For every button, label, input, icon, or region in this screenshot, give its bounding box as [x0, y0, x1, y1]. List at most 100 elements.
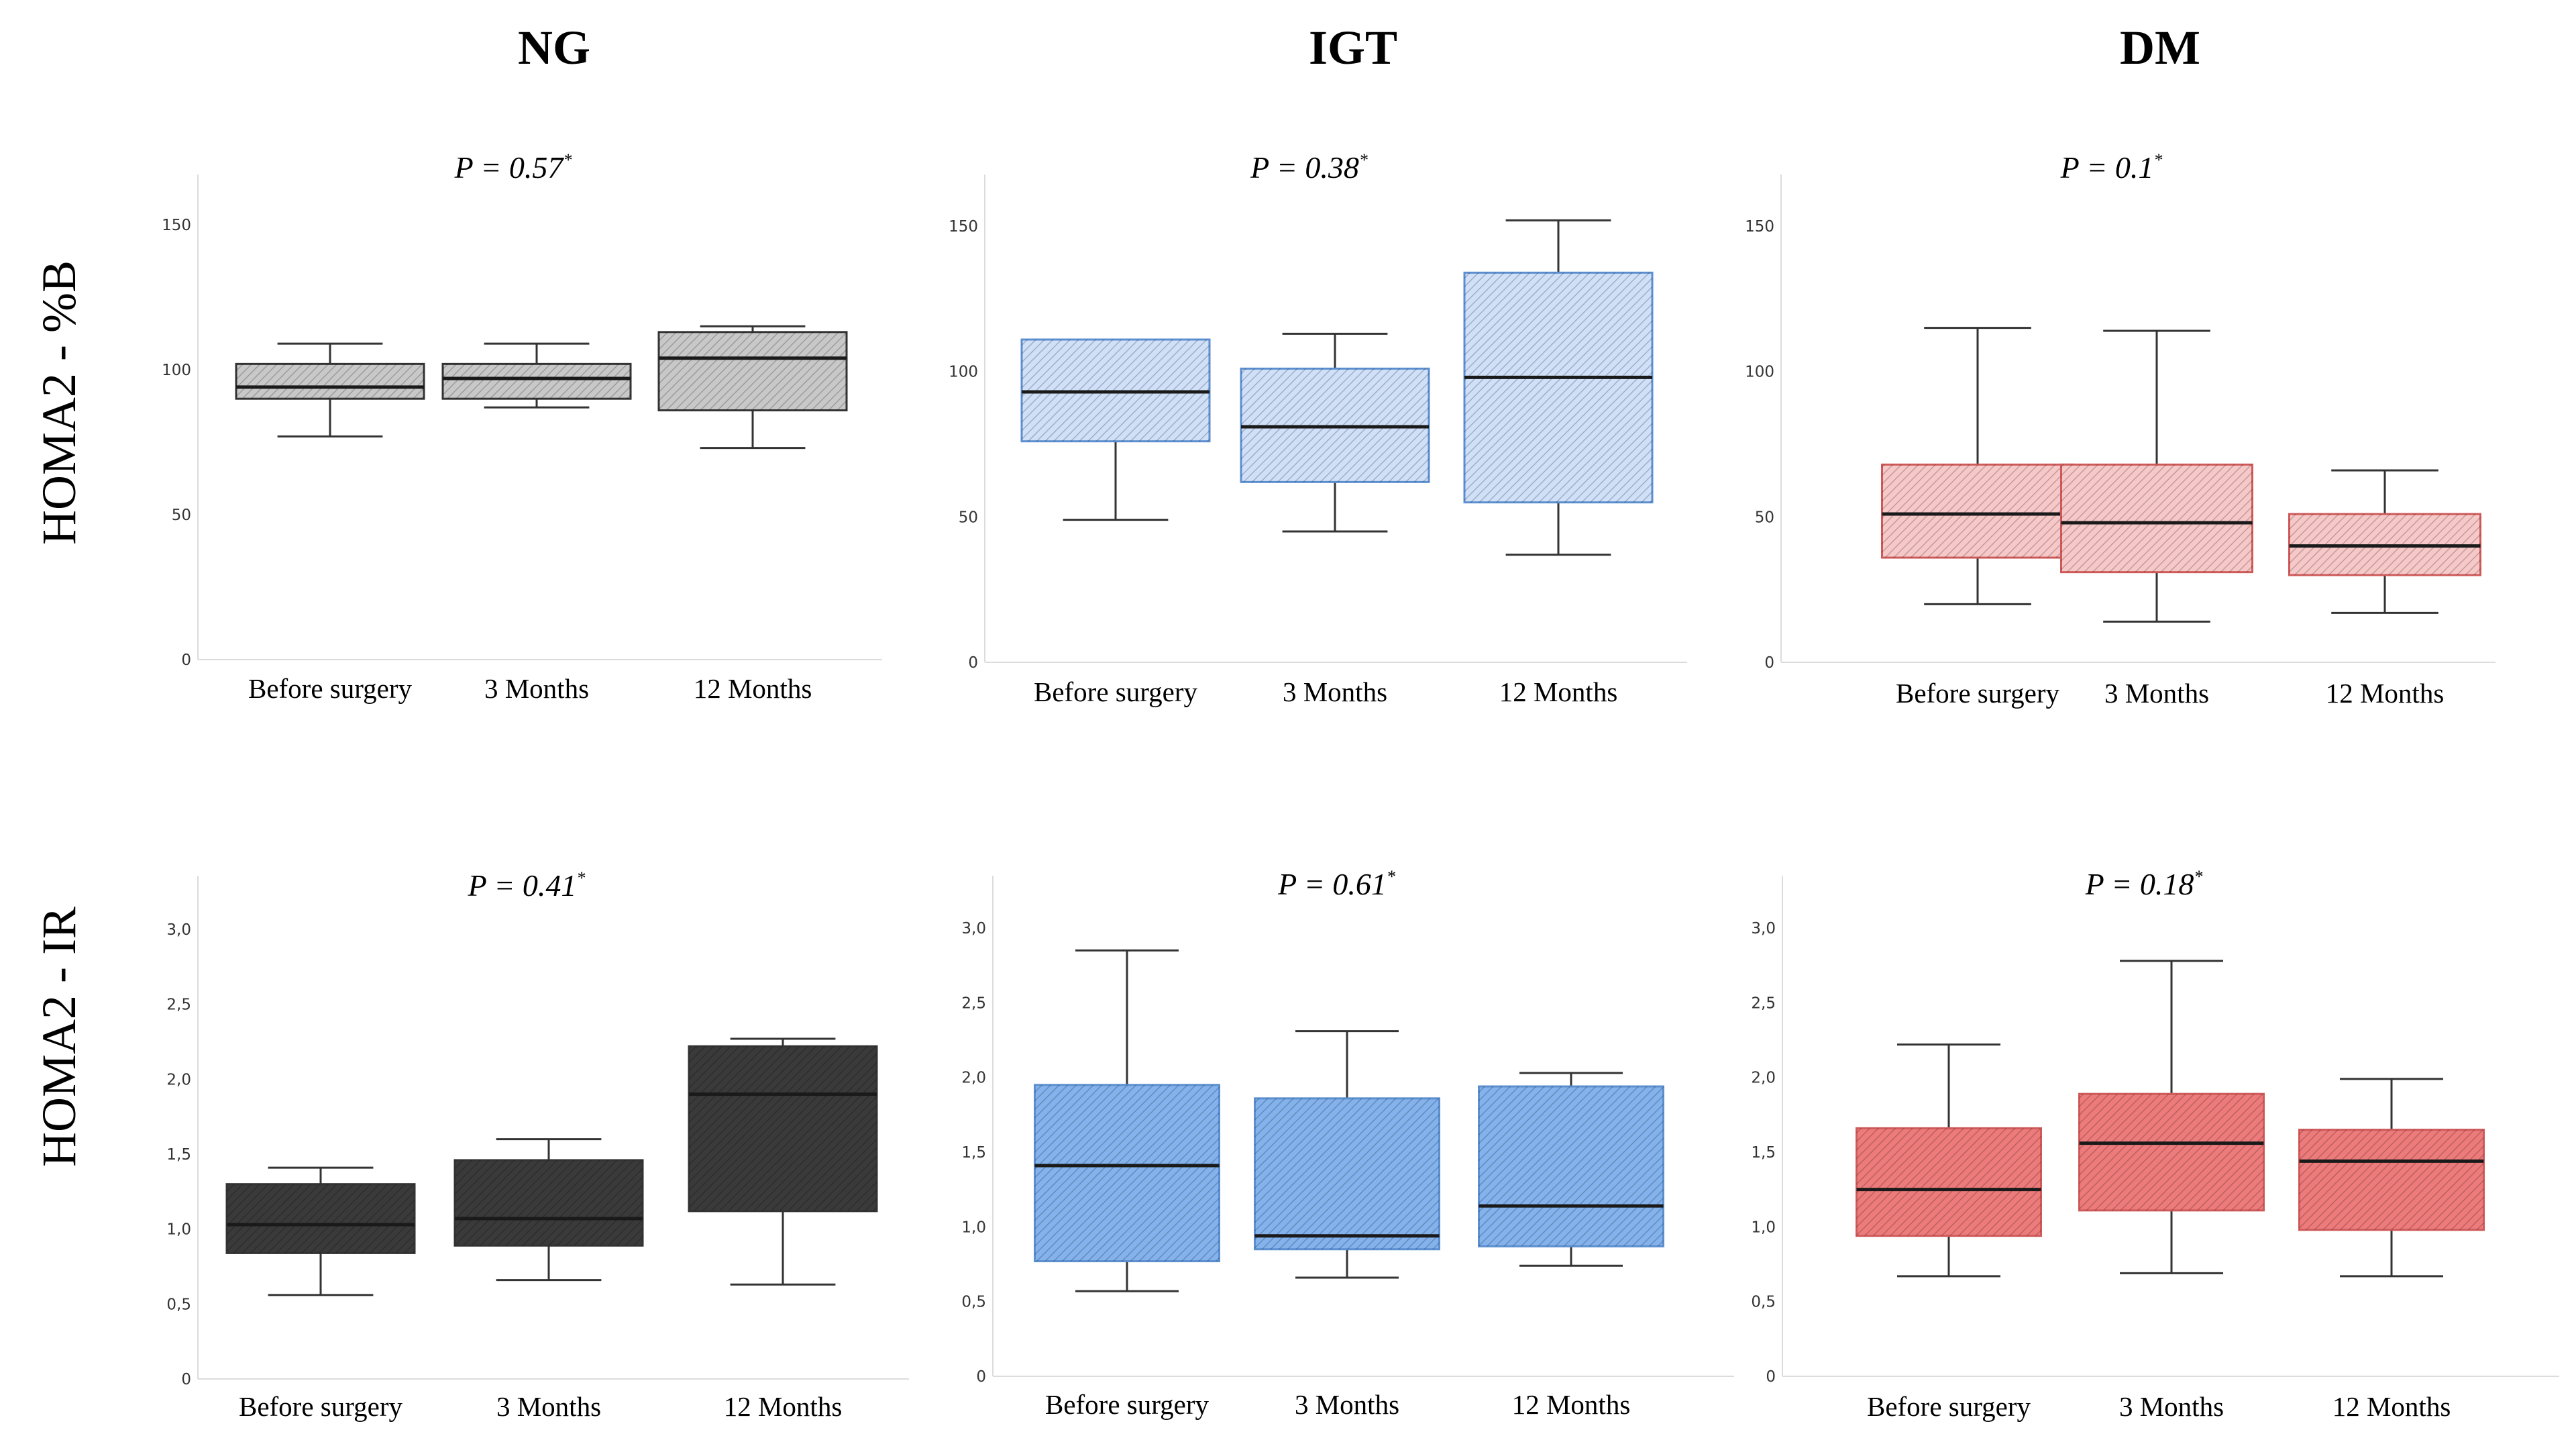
- y-tick-label: 100: [949, 364, 978, 381]
- iqr-hatch: [689, 1046, 877, 1211]
- iqr-hatch: [236, 364, 424, 399]
- y-tick-label: 0: [968, 654, 978, 672]
- column-title-dm: DM: [2120, 21, 2200, 74]
- box-before-surgery: [1020, 338, 1211, 521]
- row-title-homa2-ir: HOMA2 - IR: [32, 907, 86, 1167]
- x-category-label: 12 Months: [2326, 678, 2445, 709]
- panel-ng-homa2-ir: P = 0.41* 0 0,5 1,0 1,5 2,0 2,5 3,0 Before surge…: [166, 868, 909, 1422]
- panel-igt-homa2-b: P = 0.38* 0 50 100 150 Before surgery 3 Months…: [949, 150, 1687, 707]
- iqr-hatch: [2079, 1094, 2264, 1211]
- y-tick-label: 50: [959, 509, 978, 526]
- x-category-label: 3 Months: [496, 1391, 601, 1422]
- iqr-hatch: [443, 364, 631, 399]
- x-category-label: Before surgery: [239, 1391, 403, 1422]
- panel-dm-homa2-ir: P = 0.18* 0 0,5 1,0 1,5 2,0 2,5 3,0 Before surge…: [1751, 867, 2559, 1422]
- y-tick-label: 2,5: [1751, 994, 1776, 1012]
- box-12-months: [1478, 1072, 1664, 1267]
- y-tick-label: 0: [1766, 1368, 1776, 1386]
- row-title-homa2-b: HOMA2 - %B: [32, 260, 86, 545]
- box-3-months: [453, 1138, 644, 1282]
- panel-title: P = 0.38*: [1250, 150, 1368, 185]
- y-tick-label: 0: [181, 1371, 191, 1388]
- iqr-hatch: [1034, 1084, 1220, 1262]
- y-tick-label: 1,0: [961, 1219, 986, 1236]
- x-category-label: Before surgery: [1045, 1389, 1210, 1420]
- iqr-hatch: [1254, 1098, 1440, 1249]
- x-category-label: Before surgery: [248, 673, 413, 704]
- panel-title: P = 0.1*: [2060, 150, 2163, 185]
- column-title-igt: IGT: [1309, 21, 1397, 74]
- iqr-hatch: [455, 1160, 643, 1246]
- panel-title-superscript: *: [1359, 150, 1368, 170]
- x-category-label: 3 Months: [1295, 1389, 1399, 1420]
- y-tick-label: 2,0: [961, 1070, 986, 1087]
- panel-title: P = 0.41*: [468, 868, 586, 903]
- box-before-surgery: [235, 342, 425, 438]
- x-category-label: 3 Months: [484, 673, 589, 704]
- x-category-label: Before surgery: [1896, 678, 2060, 709]
- iqr-hatch: [1856, 1128, 2041, 1236]
- y-tick-label: 1,5: [1751, 1144, 1776, 1162]
- y-tick-label: 1,0: [166, 1221, 191, 1239]
- y-tick-label: 1,5: [166, 1146, 191, 1164]
- box-before-surgery: [1034, 949, 1220, 1292]
- y-tick-label: 3,0: [961, 920, 986, 937]
- box-before-surgery: [225, 1166, 416, 1296]
- panel-title-superscript: *: [2153, 150, 2162, 170]
- iqr-hatch: [1464, 272, 1652, 503]
- x-category-label: Before surgery: [1867, 1391, 2031, 1422]
- y-tick-label: 3,0: [1751, 920, 1776, 937]
- y-tick-label: 0,5: [1751, 1294, 1776, 1311]
- box-before-surgery: [1881, 327, 2074, 605]
- y-tick-label: 2,5: [166, 996, 191, 1014]
- x-category-label: 12 Months: [1499, 676, 1618, 707]
- panel-title: P = 0.57*: [454, 150, 572, 185]
- x-category-label: 3 Months: [2104, 678, 2209, 709]
- x-category-label: Before surgery: [1034, 676, 1198, 707]
- y-tick-label: 150: [949, 218, 978, 236]
- x-category-label: 12 Months: [724, 1391, 843, 1422]
- y-tick-label: 0: [976, 1368, 986, 1386]
- box-12-months: [1463, 219, 1654, 556]
- y-tick-label: 150: [1745, 218, 1774, 236]
- box-before-surgery: [1856, 1043, 2042, 1278]
- x-category-label: 12 Months: [1512, 1389, 1631, 1420]
- panel-ng-homa2-b: P = 0.57* 0 50 100 150 Before surgery 3 Months…: [162, 150, 882, 704]
- y-tick-label: 0: [181, 652, 191, 669]
- y-tick-label: 100: [162, 362, 191, 379]
- box-3-months: [2060, 329, 2253, 623]
- x-category-label: 12 Months: [2332, 1391, 2451, 1422]
- box-3-months: [1240, 332, 1430, 533]
- box-3-months: [441, 342, 632, 409]
- iqr-hatch: [659, 331, 847, 411]
- panel-title: P = 0.18*: [2085, 867, 2203, 901]
- iqr-hatch: [1882, 464, 2074, 558]
- panel-title: P = 0.61*: [1277, 867, 1395, 901]
- iqr-hatch: [2061, 464, 2253, 572]
- y-tick-label: 1,0: [1751, 1219, 1776, 1236]
- panel-title-superscript: *: [576, 868, 585, 888]
- box-12-months: [2288, 469, 2481, 614]
- y-tick-label: 0,5: [961, 1294, 986, 1311]
- y-tick-label: 2,0: [166, 1071, 191, 1088]
- y-tick-label: 2,0: [1751, 1070, 1776, 1087]
- panel-title-superscript: *: [2194, 867, 2202, 886]
- box-3-months: [1254, 1030, 1440, 1279]
- y-tick-label: 150: [162, 217, 191, 234]
- box-3-months: [2078, 960, 2265, 1274]
- box-12-months: [2298, 1078, 2485, 1278]
- y-tick-label: 0,5: [166, 1296, 191, 1313]
- panel-igt-homa2-ir: P = 0.61* 0 0,5 1,0 1,5 2,0 2,5 3,0 Before surge…: [961, 867, 1734, 1420]
- x-category-label: 12 Months: [694, 673, 812, 704]
- iqr-hatch: [227, 1184, 415, 1253]
- column-title-ng: NG: [518, 21, 590, 74]
- y-tick-label: 2,5: [961, 994, 986, 1012]
- y-tick-label: 1,5: [961, 1144, 986, 1162]
- x-category-label: 3 Months: [2119, 1391, 2224, 1422]
- y-tick-label: 50: [1755, 509, 1774, 526]
- panel-dm-homa2-b: P = 0.1* 0 50 100 150 Before surgery 3 Months 1…: [1745, 150, 2496, 709]
- y-tick-label: 100: [1745, 364, 1774, 381]
- y-tick-label: 50: [172, 507, 191, 524]
- box-12-months: [657, 325, 848, 450]
